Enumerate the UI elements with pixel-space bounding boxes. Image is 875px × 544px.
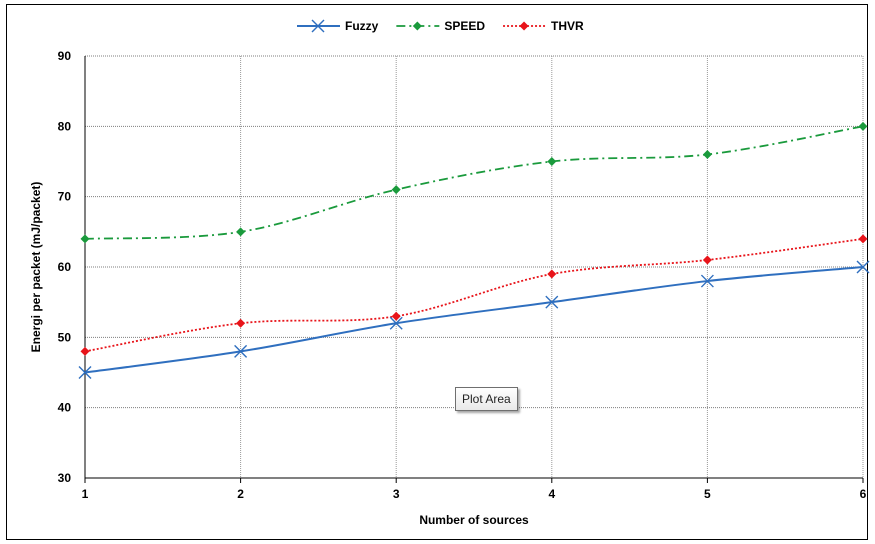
legend-thvr-label: THVR	[551, 19, 584, 33]
gridlines	[85, 55, 864, 478]
speed-point	[236, 227, 246, 237]
speed-point	[858, 121, 868, 131]
speed-point	[80, 234, 90, 244]
speed-point	[391, 185, 401, 195]
x-tick-label: 4	[548, 487, 555, 501]
x-tick-label: 3	[393, 487, 400, 501]
fuzzy-point	[389, 316, 403, 330]
fuzzy-point	[234, 344, 248, 358]
fuzzy-point	[545, 295, 559, 309]
series-markers	[78, 121, 870, 379]
y-tick-label: 50	[58, 330, 72, 344]
fuzzy-point	[856, 260, 870, 274]
y-axis-title: Energi per packet (mJ/packet)	[29, 182, 43, 353]
x-tick-label: 5	[704, 487, 711, 501]
thvr-line	[84, 237, 864, 353]
y-tick-label: 40	[58, 401, 72, 415]
x-tick-label: 6	[860, 487, 867, 501]
y-tick-label: 30	[58, 471, 72, 485]
y-tick-label: 70	[58, 190, 72, 204]
speed-point	[702, 149, 712, 159]
legend-speed-label: SPEED	[444, 19, 485, 33]
x-axis-title: Number of sources	[419, 513, 529, 527]
axes	[84, 56, 864, 483]
speed-point	[547, 157, 557, 166]
x-tick-label: 1	[82, 487, 89, 501]
chart-frame	[6, 4, 868, 540]
thvr-point	[547, 269, 557, 279]
legend-speed-marker	[412, 21, 422, 31]
fuzzy-point	[78, 366, 92, 379]
y-tick-label: 80	[58, 119, 72, 133]
y-tick-labels: 30 40 50 60 70 80 90	[58, 49, 72, 485]
thvr-point	[702, 255, 712, 265]
legend-fuzzy-marker	[311, 19, 325, 33]
x-tick-labels: 1 2 3 4 5 6	[82, 487, 867, 501]
y-tick-label: 60	[58, 260, 72, 274]
legend-thvr-marker	[519, 21, 529, 31]
thvr-point	[858, 234, 868, 244]
speed-line	[84, 125, 864, 240]
legend-fuzzy-label: Fuzzy	[345, 19, 379, 33]
y-tick-label: 90	[58, 49, 72, 63]
x-tick-label: 2	[237, 487, 244, 501]
plot-area-tooltip: Plot Area	[455, 387, 518, 411]
series-lines	[84, 125, 864, 374]
legend: Fuzzy SPEED THVR	[297, 19, 584, 33]
thvr-point	[80, 346, 90, 356]
thvr-point	[236, 318, 246, 328]
fuzzy-point	[700, 274, 714, 288]
thvr-point	[391, 311, 401, 321]
fuzzy-line	[84, 266, 864, 374]
